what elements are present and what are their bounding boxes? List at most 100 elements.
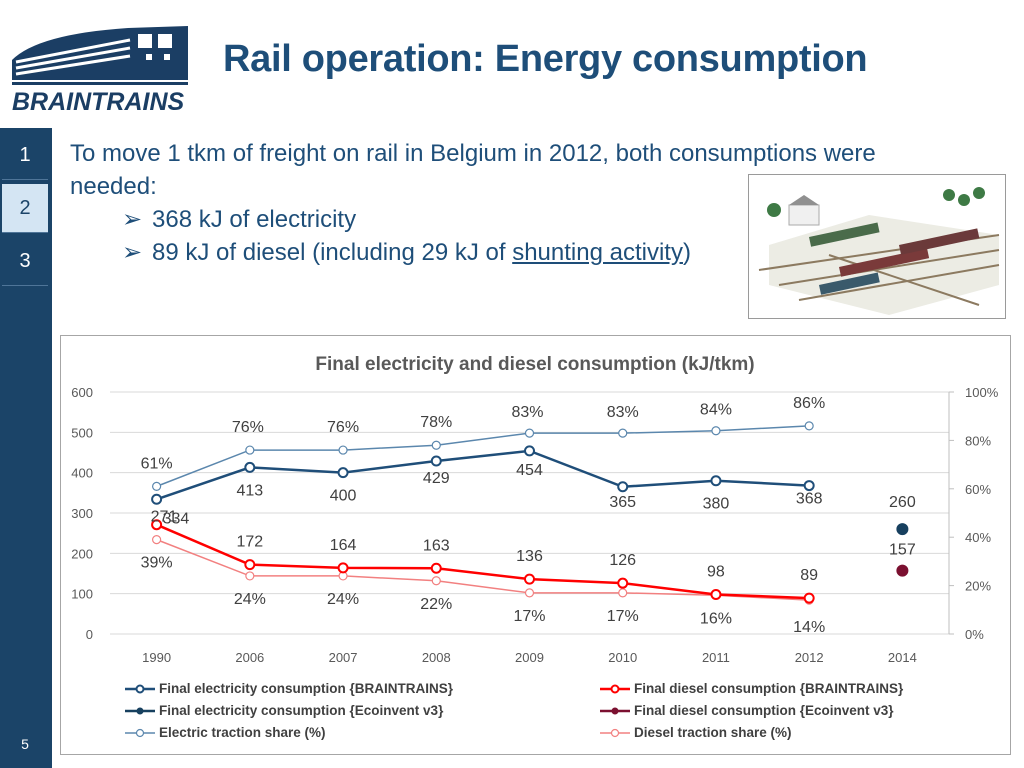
x-tick-label: 2012 — [795, 650, 824, 665]
legend-label: Final electricity consumption {Ecoinvent… — [159, 703, 444, 718]
data-point — [245, 571, 255, 581]
data-point — [711, 426, 721, 436]
data-point — [152, 481, 162, 491]
data-label: 157 — [889, 542, 916, 559]
legend-label: Final electricity consumption {BRAINTRAI… — [159, 681, 454, 696]
x-tick-label: 2010 — [608, 650, 637, 665]
data-point — [896, 523, 909, 536]
data-point — [431, 576, 441, 586]
y-tick-label: 400 — [71, 466, 93, 481]
data-label: 271 — [151, 509, 178, 526]
x-tick-label: 2014 — [888, 650, 917, 665]
data-label: 454 — [516, 462, 543, 479]
data-point — [803, 480, 815, 492]
data-point — [430, 562, 442, 574]
x-tick-label: 2009 — [515, 650, 544, 665]
data-point — [244, 461, 256, 473]
data-point — [524, 588, 535, 598]
data-point — [803, 592, 815, 604]
legend-item-elec-ecoinvent: Final electricity consumption {Ecoinvent… — [125, 703, 443, 718]
x-tick-label: 2008 — [422, 650, 451, 665]
legend-item-diesel-braintrains: Final diesel consumption {BRAINTRAINS} — [600, 681, 903, 696]
legend-item-elec-braintrains: Final electricity consumption {BRAINTRAI… — [125, 681, 453, 696]
legend-label: Electric traction share (%) — [159, 725, 326, 740]
data-label: 164 — [330, 537, 357, 554]
data-point — [524, 428, 535, 438]
y2-tick-label: 20% — [965, 579, 991, 594]
chart-panel: Final electricity and diesel consumption… — [60, 335, 1011, 755]
data-point — [337, 467, 349, 479]
data-point — [617, 577, 629, 589]
arrow-bullet-icon: ➢ — [122, 206, 143, 233]
data-point — [804, 421, 814, 431]
chart-title: Final electricity and diesel consumption… — [315, 354, 754, 375]
data-point — [617, 481, 629, 493]
bullet-diesel-text-end: ) — [682, 239, 691, 266]
data-label: 136 — [516, 548, 543, 565]
x-tick-label: 2006 — [235, 650, 264, 665]
braintrains-logo: BRAINTRAINS — [8, 22, 196, 116]
y-tick-label: 100 — [71, 587, 93, 602]
page-title: Rail operation: Energy consumption — [223, 38, 868, 80]
data-label: 334 — [163, 510, 190, 527]
page-number: 5 — [21, 736, 29, 752]
data-label: 39% — [141, 555, 173, 572]
data-label: 22% — [420, 596, 452, 613]
data-label: 17% — [513, 608, 545, 625]
intro-line-1: To move 1 tkm of freight on rail in Belg… — [70, 140, 876, 167]
sidebar-tab-2[interactable]: 2 — [2, 184, 48, 233]
series-line — [156, 425, 810, 488]
y-tick-label: 200 — [71, 546, 93, 561]
shunting-activity-link[interactable]: shunting activity — [512, 239, 683, 266]
y-tick-label: 500 — [71, 425, 93, 440]
sidebar-tab-1[interactable]: 1 — [2, 131, 48, 180]
y2-tick-label: 80% — [965, 433, 991, 448]
data-point — [524, 573, 535, 585]
data-label: 76% — [232, 419, 264, 436]
data-point — [151, 519, 163, 531]
data-label: 126 — [609, 552, 636, 569]
data-label: 413 — [236, 482, 263, 499]
bullet-electricity-text: 368 kJ of electricity — [152, 206, 357, 233]
data-label: 84% — [700, 402, 732, 419]
data-point — [618, 588, 628, 598]
legend-label: Final diesel consumption {BRAINTRAINS} — [634, 681, 904, 696]
energy-chart: Final electricity and diesel consumption… — [71, 354, 998, 665]
data-label: 365 — [609, 494, 636, 511]
series-line — [156, 538, 810, 601]
legend-label: Diesel traction share (%) — [634, 725, 792, 740]
x-tick-label: 1990 — [142, 650, 171, 665]
sidebar-tab-3[interactable]: 3 — [2, 237, 48, 286]
data-point — [618, 428, 628, 438]
y2-tick-label: 60% — [965, 482, 991, 497]
data-point — [152, 535, 162, 545]
logo-text: BRAINTRAINS — [12, 88, 185, 116]
y-tick-label: 600 — [71, 385, 93, 400]
data-label: 61% — [141, 455, 173, 472]
data-label: 76% — [327, 419, 359, 436]
data-label: 400 — [330, 488, 357, 505]
data-label: 89 — [800, 567, 818, 584]
data-label: 172 — [236, 534, 263, 551]
data-label: 83% — [511, 404, 543, 421]
data-label: 429 — [423, 470, 450, 487]
rail-yard-illustration — [748, 174, 1006, 319]
data-point — [896, 564, 909, 577]
data-point — [710, 475, 722, 487]
data-label: 380 — [703, 496, 730, 513]
data-point — [338, 445, 348, 455]
data-label: 86% — [793, 395, 825, 412]
y-tick-label: 0 — [86, 627, 93, 642]
train-logo-icon: BRAINTRAINS — [12, 26, 188, 116]
data-label: 98 — [707, 563, 725, 580]
bullet-diesel-text: 89 kJ of diesel (including 29 kJ of — [152, 239, 513, 266]
legend-item-diesel-ecoinvent: Final diesel consumption {Ecoinvent v3} — [600, 703, 894, 718]
data-point — [245, 445, 255, 455]
intro-line-2: needed: — [70, 173, 157, 200]
data-label: 17% — [607, 608, 639, 625]
data-point — [524, 445, 535, 457]
y-tick-label: 300 — [71, 506, 93, 521]
bullet-diesel: ➢ 89 kJ of diesel (including 29 kJ of shu… — [122, 238, 691, 267]
slide-sidebar — [0, 128, 52, 768]
y2-tick-label: 0% — [965, 627, 984, 642]
